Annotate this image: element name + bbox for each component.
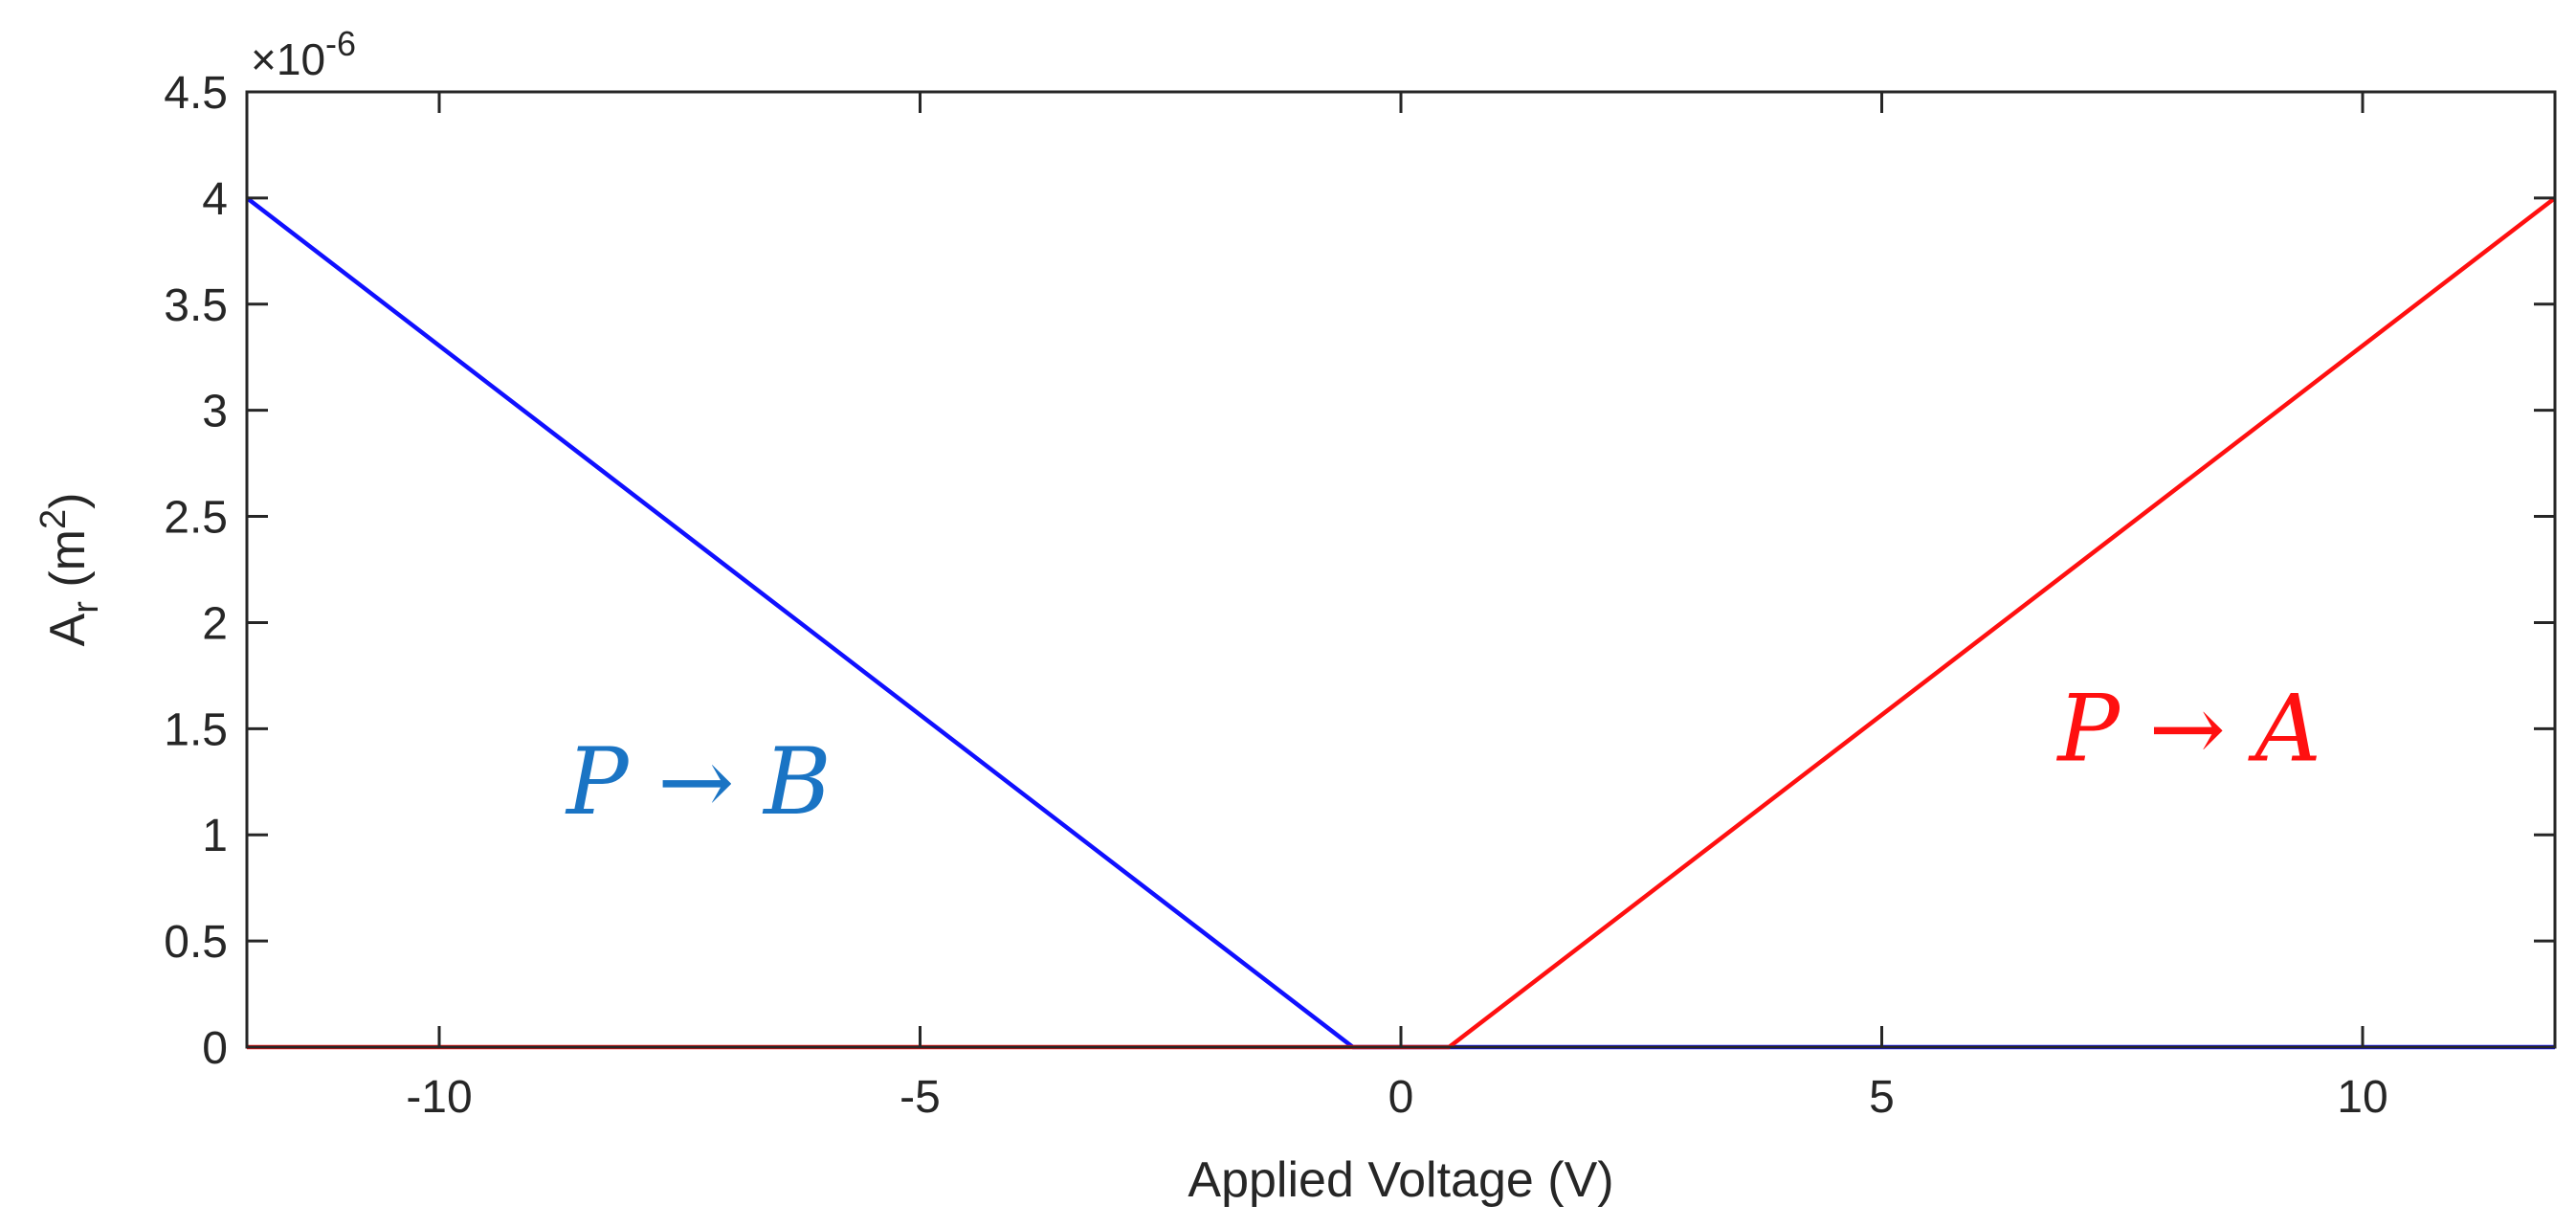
y-tick-label: 4 xyxy=(202,174,228,225)
y-exponent-label: ×10-6 xyxy=(251,24,356,84)
x-axis-label: Applied Voltage (V) xyxy=(1188,1152,1613,1208)
x-tick-label: 10 xyxy=(2337,1072,2387,1123)
y-tick-label: 1.5 xyxy=(164,704,228,755)
annotation-2: P → A xyxy=(2055,676,2321,783)
x-tick-label: -10 xyxy=(406,1072,472,1123)
y-axis-label: Ar (m2) xyxy=(33,493,106,647)
y-tick-label: 3.5 xyxy=(164,280,228,331)
y-tick-label: 2 xyxy=(202,598,228,649)
x-tick-label: 0 xyxy=(1388,1072,1414,1123)
series-line-1 xyxy=(245,196,2555,1050)
y-tick-label: 4.5 xyxy=(164,68,228,119)
x-tick-label: 5 xyxy=(1869,1072,1895,1123)
annotation-1: P → B xyxy=(565,728,832,836)
y-tick-label: 0 xyxy=(202,1023,228,1074)
y-tick-label: 3 xyxy=(202,387,228,437)
series-line-2 xyxy=(247,196,2557,1050)
y-tick-label: 2.5 xyxy=(164,493,228,544)
plot-area-frame xyxy=(245,90,2557,1049)
y-tick-label: 1 xyxy=(202,811,228,861)
x-tick-label: -5 xyxy=(899,1072,941,1123)
y-tick-label: 0.5 xyxy=(164,917,228,968)
